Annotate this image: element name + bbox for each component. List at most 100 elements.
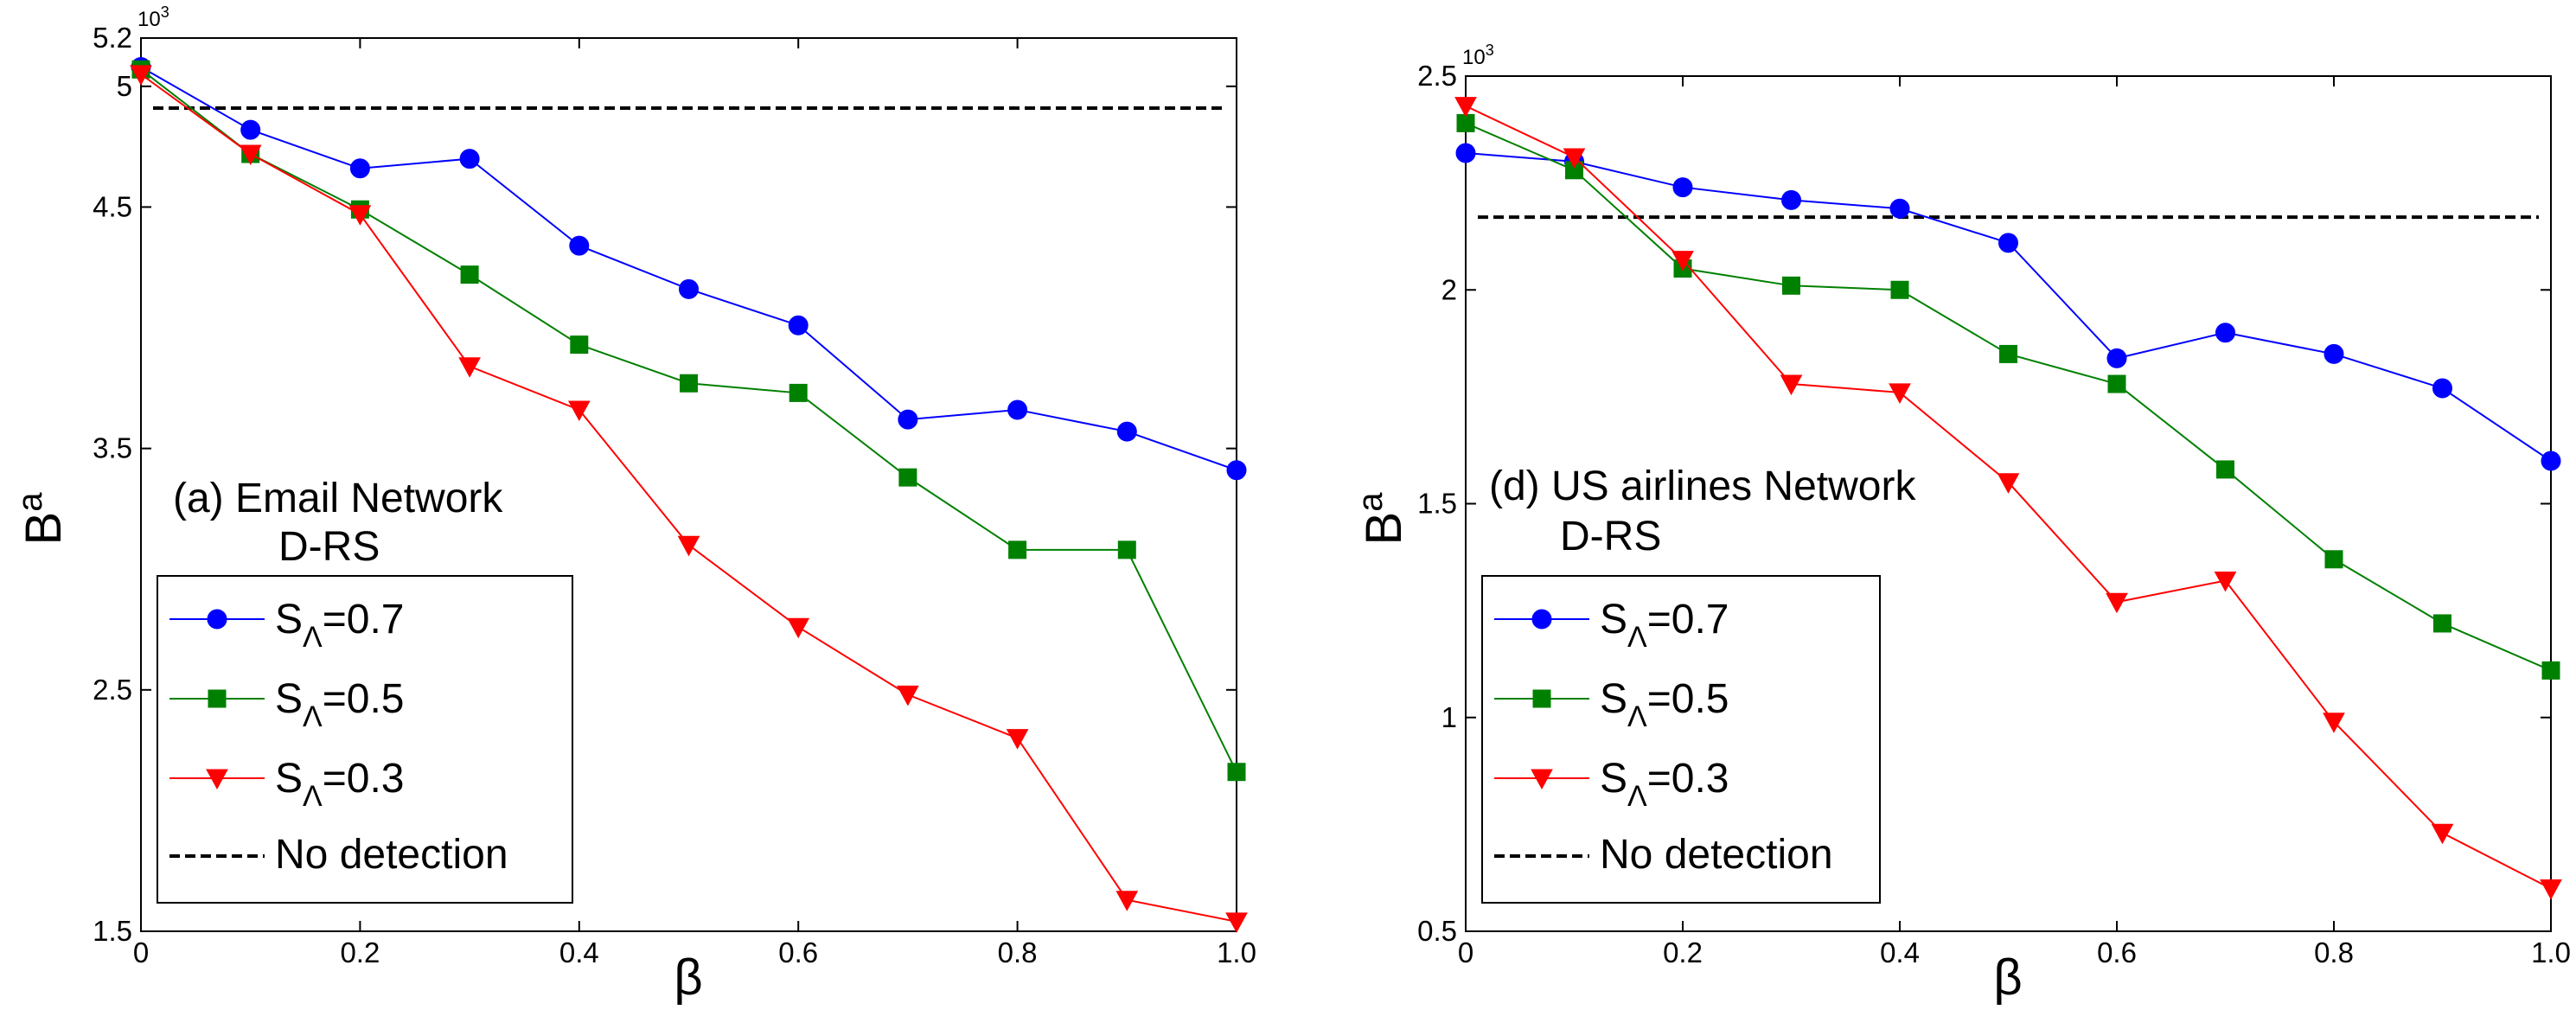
data-point-triangle-down [1454,97,1477,118]
data-point-triangle-down [1672,251,1694,272]
data-point-circle [1455,143,1476,163]
legend-entry-label: SΛ=0.3 [1600,756,1729,813]
y-axis-label: Ba [1352,492,1412,546]
exponent-power: 3 [161,3,169,21]
y-axis-label-main: B [1356,512,1412,546]
y-axis-label: Ba [11,492,72,546]
data-point-triangle-down [2214,572,2237,592]
legend-label-rest: =0.5 [1647,676,1729,722]
data-point-triangle-down [2431,823,2454,845]
x-tick-label: 0.4 [559,936,599,968]
data-point-triangle-down [458,357,481,378]
legend-label-sub: Λ [303,621,323,654]
panel-annotation: (d) US airlines Network [1489,463,1916,509]
data-point-square [2433,614,2451,633]
data-point-circle [1998,233,2018,253]
y-axis-label-main: B [16,512,72,546]
y-tick-label: 5.2 [93,22,132,54]
legend-label-main: S [1600,676,1627,722]
data-point-square [2216,460,2234,479]
legend-label-rest: =0.3 [323,756,405,802]
legend-entry-label: SΛ=0.5 [1600,676,1729,733]
legend-entry-label: No detection [275,832,508,878]
legend-label-sub: Λ [303,700,323,733]
legend-label-sub: Λ [1627,780,1647,813]
y-tick-label: 1 [1441,701,1457,733]
x-tick-label: 0.2 [340,936,380,968]
data-point-circle [788,315,809,336]
data-point-circle [569,235,590,256]
legend-label-main: S [1600,756,1627,802]
y-tick-label: 1.5 [93,915,132,947]
data-point-circle [898,409,918,430]
legend-label-rest: =0.3 [1647,756,1729,802]
data-point-square [898,468,917,487]
data-point-triangle-down [1006,729,1029,750]
data-point-square [1117,540,1136,559]
data-point-square [1227,763,1246,782]
x-axis-label: β [674,949,702,1006]
data-point-circle [2324,343,2344,364]
exponent-base: 10 [137,8,161,31]
exponent-base: 10 [1462,46,1486,69]
x-tick-label: 0.8 [2314,936,2354,968]
legend-label-sub: Λ [1627,700,1647,733]
data-point-circle [2432,378,2452,399]
data-point-circle [1226,460,1247,481]
data-point-circle [679,278,699,299]
legend-box [157,575,573,904]
data-point-triangle-down [348,205,372,226]
y-tick-label: 0.5 [1417,915,1457,947]
x-tick-label: 0 [1458,936,1473,968]
data-point-square [789,383,808,402]
data-point-circle [240,119,261,140]
x-tick-label: 0.6 [778,936,818,968]
x-tick-label: 1.0 [1217,936,1256,968]
legend-marker-triangle-down [1531,769,1553,790]
data-point-triangle-down [130,65,152,86]
x-axis-label: β [1993,949,2022,1006]
data-point-triangle-down [787,617,810,639]
data-point-square [680,374,698,393]
y-tick-label: 2 [1441,273,1457,305]
series-line-circle [1465,152,2552,462]
x-tick-label: 0.4 [1880,936,1920,968]
data-point-square [2324,550,2343,569]
legend-marker-circle [1531,609,1552,630]
legend-label-main: S [275,756,303,802]
legend-entry-label: SΛ=0.7 [1600,597,1729,654]
data-point-triangle-down [1225,912,1248,933]
legend-entry-label: No detection [1600,832,1833,878]
legend-marker-triangle-down [206,769,228,790]
y-axis-label-sup: a [1352,492,1390,512]
y-tick-label: 2.5 [1417,60,1457,92]
data-point-triangle-down [1563,148,1586,169]
data-point-square [2107,374,2126,393]
legend-label-sub: Λ [1627,621,1647,654]
data-point-circle [459,149,480,169]
legend-label-rest: =0.7 [323,597,405,642]
legend-label-rest: =0.5 [323,676,405,722]
data-point-triangle-down [1115,891,1139,911]
x-tick-label: 0.6 [2097,936,2137,968]
panel-annotation: (a) Email Network [173,476,503,521]
legend-label-main: S [1600,597,1627,642]
data-point-circle [2106,348,2127,368]
data-point-circle [2215,323,2235,343]
legend-entry-label: SΛ=0.3 [275,756,405,813]
data-point-triangle-down [677,535,700,557]
data-point-triangle-down [2323,713,2345,733]
data-point-circle [1007,399,1028,420]
data-point-triangle-down [897,685,919,706]
legend-marker-square [1532,689,1551,708]
data-point-triangle-down [567,400,591,421]
exponent-label: 103 [1462,42,1494,69]
legend-entry-label: SΛ=0.5 [275,676,405,733]
y-tick-label: 2.5 [93,674,132,706]
legend-marker-square [208,689,227,708]
data-point-square [460,265,479,284]
data-point-triangle-down [1997,473,2020,494]
data-point-circle [2541,451,2561,471]
data-point-triangle-down [1780,374,1803,396]
